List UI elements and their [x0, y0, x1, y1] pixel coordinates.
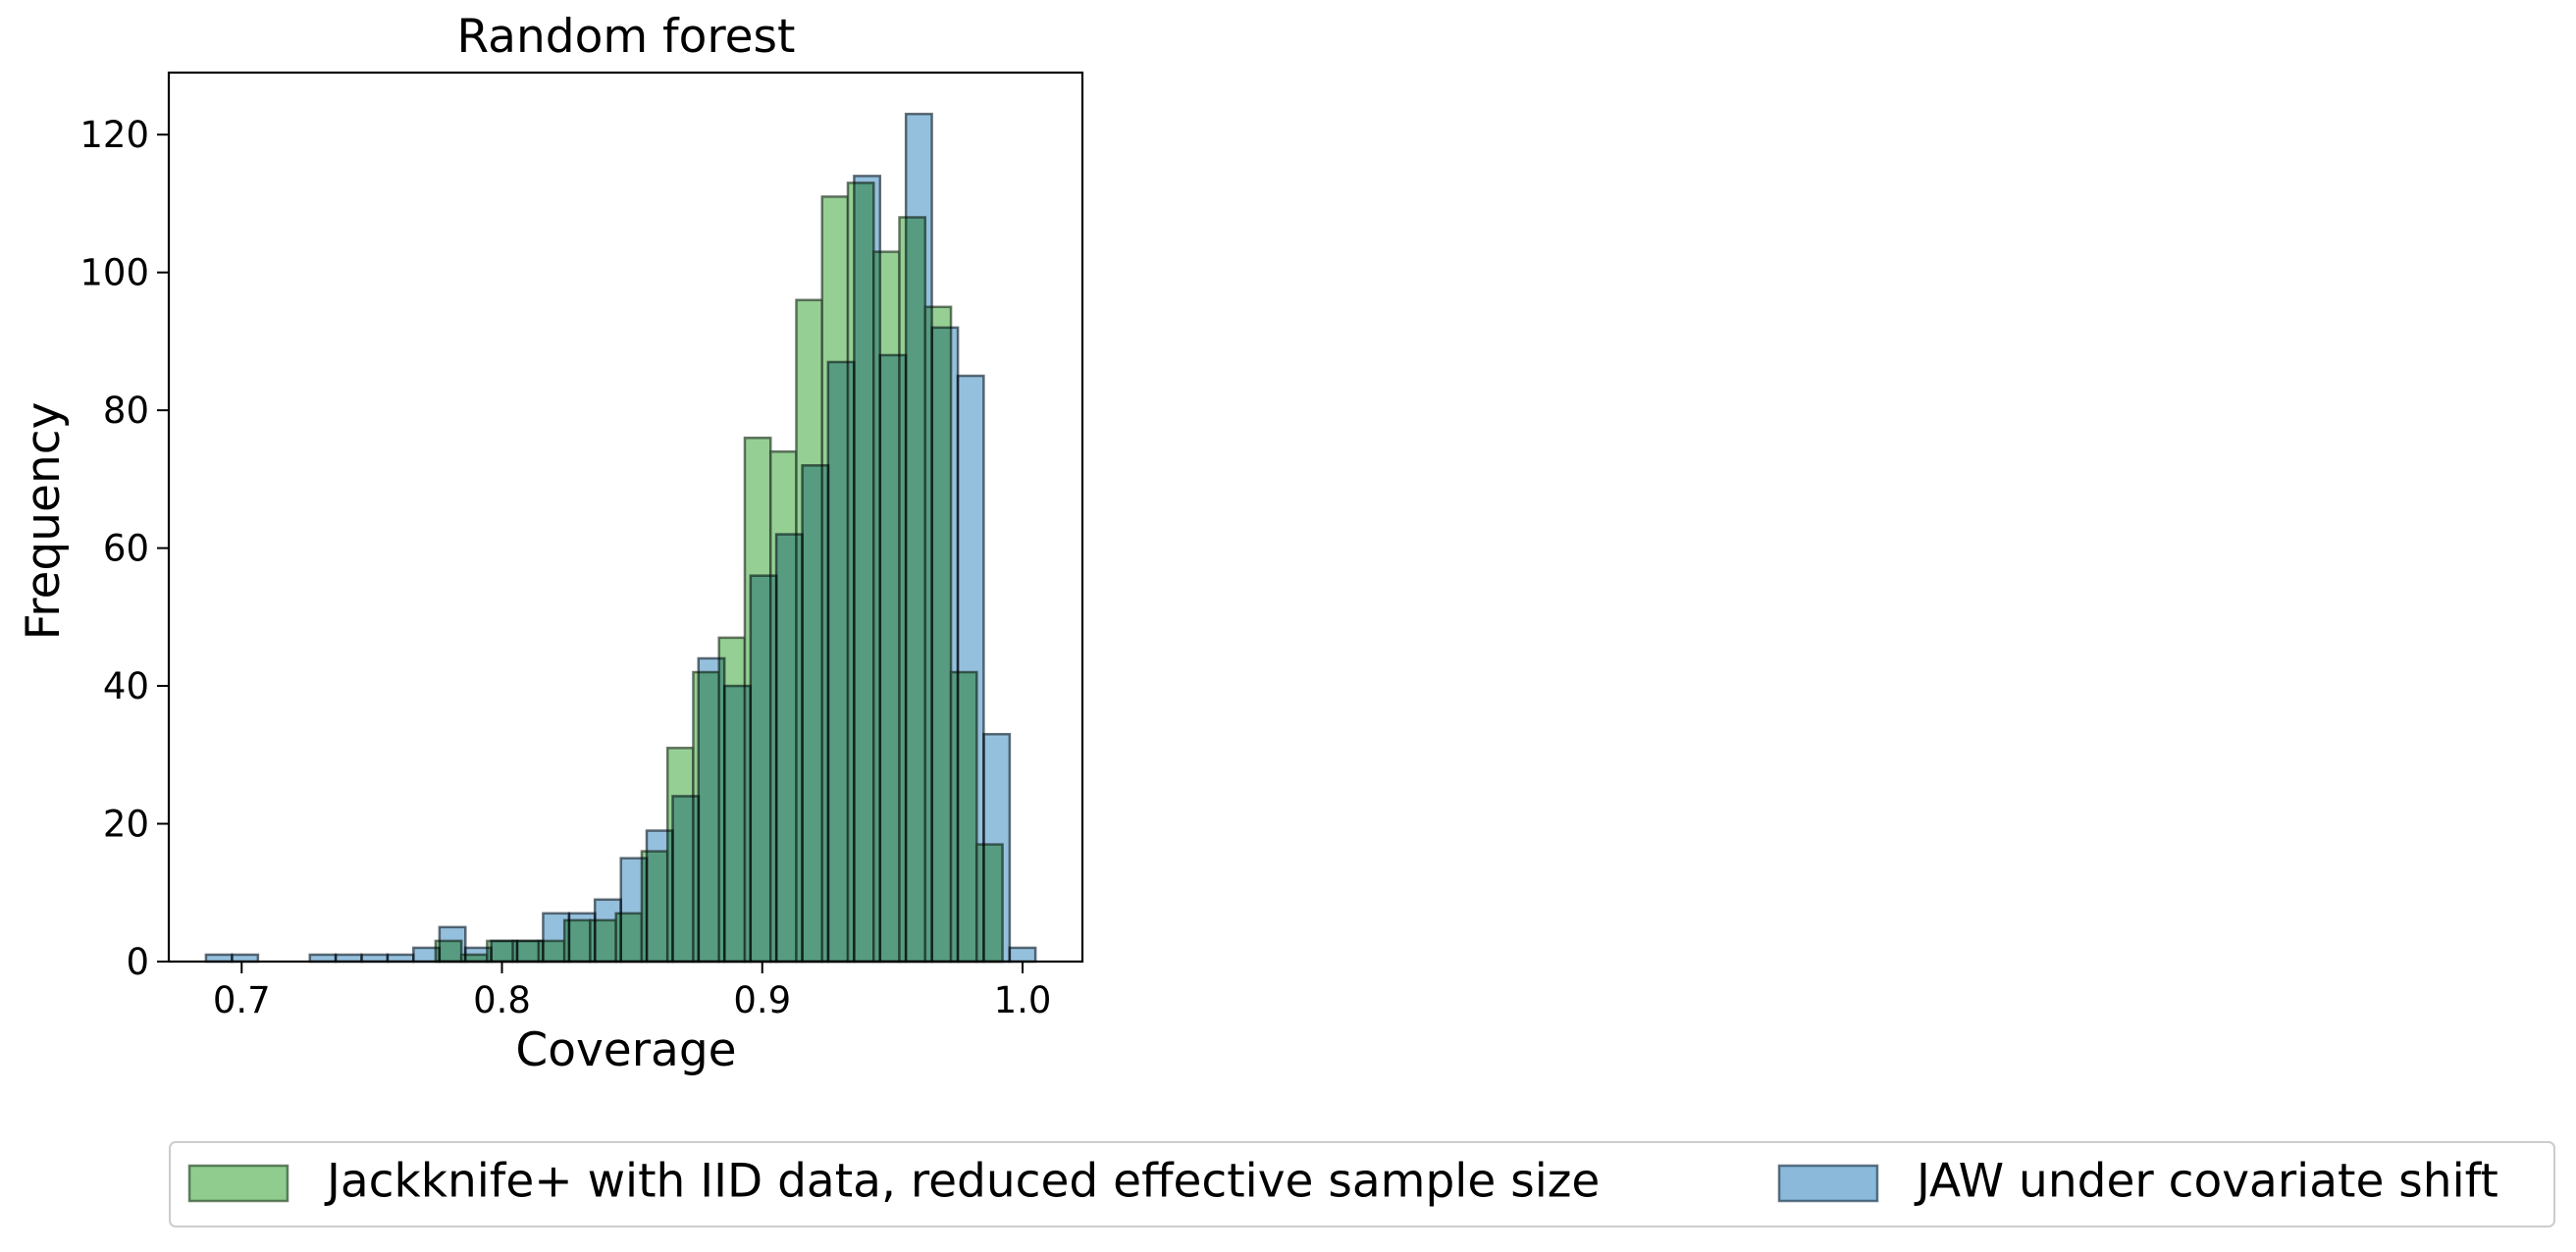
legend-label-jaw: JAW under covariate shift: [1914, 1155, 2498, 1209]
ticks-layer: 0.7 0.8 0.9 1.0 0 20 40 60 80 100 120: [79, 114, 1051, 1021]
x-axis-label: Coverage: [515, 1023, 736, 1077]
legend-label-jackknife: Jackknife+ with IID data, reduced effect…: [324, 1155, 1600, 1209]
x-tick-label: 0.8: [473, 979, 531, 1021]
x-tick-label: 1.0: [994, 979, 1052, 1021]
legend: Jackknife+ with IID data, reduced effect…: [169, 1141, 2555, 1227]
histogram-bar-jaw: [853, 175, 882, 964]
chart-title: Random forest: [457, 10, 796, 64]
histogram-bar-jaw: [801, 464, 830, 964]
histogram-bar-jaw: [930, 326, 960, 964]
histogram-bar-jaw: [412, 946, 441, 964]
histogram-bar-jaw: [904, 112, 933, 964]
histogram-bar-jaw: [697, 656, 726, 964]
legend-swatch-jackknife: [187, 1164, 289, 1203]
histogram-bar-jaw: [749, 574, 778, 964]
histogram-bar-jaw: [826, 360, 856, 964]
y-tick-label: 100: [79, 252, 149, 294]
y-tick-label: 40: [103, 665, 149, 707]
histogram-bar-jaw: [438, 925, 467, 964]
histogram-bar-jaw: [490, 939, 519, 964]
histogram-bar-jaw: [567, 912, 597, 964]
bars-layer: [204, 112, 1037, 964]
histogram-bar-jaw: [956, 374, 985, 964]
legend-swatch-jaw: [1777, 1164, 1879, 1203]
x-tick-label: 0.9: [733, 979, 791, 1021]
histogram-bar-jaw: [982, 732, 1012, 964]
histogram-bar-jaw: [515, 939, 545, 964]
y-tick-label: 60: [103, 528, 149, 570]
y-axis-label: Frequency: [17, 402, 71, 641]
legend-box: [169, 1141, 2555, 1227]
y-tick-label: 120: [79, 114, 149, 156]
histogram-bar-jaw: [671, 795, 701, 964]
histogram-bar-jaw: [723, 684, 752, 964]
y-tick-label: 20: [103, 804, 149, 846]
histogram-bar-jaw: [1008, 946, 1037, 964]
plot-frame: [167, 71, 1084, 964]
histogram-bar-jaw: [774, 533, 804, 964]
histogram-bar-jaw: [619, 857, 649, 964]
histogram-bar-jaw: [878, 353, 908, 964]
histogram-bar-jaw: [542, 912, 571, 964]
histogram-bar-jaw: [645, 829, 674, 964]
histogram-bar-jaw: [593, 898, 622, 964]
x-tick-label: 0.7: [213, 979, 271, 1021]
y-tick-label: 0: [126, 941, 149, 983]
y-tick-label: 80: [103, 390, 149, 432]
histogram-bar-jaw: [463, 946, 493, 964]
